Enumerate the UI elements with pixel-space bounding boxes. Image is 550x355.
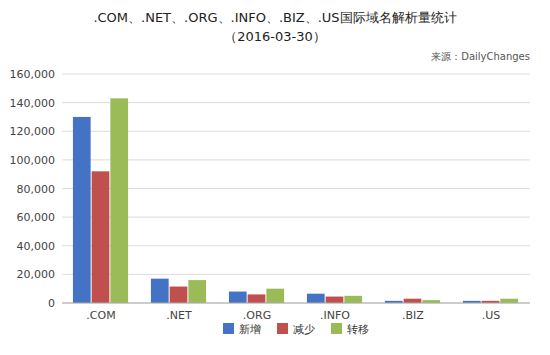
bar <box>344 296 362 303</box>
x-tick-label: .INFO <box>320 309 350 322</box>
y-tick-label: 140,000 <box>10 97 56 110</box>
bar <box>188 280 206 303</box>
x-tick-label: .ORG <box>243 309 271 322</box>
grid-line <box>62 245 530 246</box>
legend-swatch <box>223 323 234 334</box>
grid-line <box>62 102 530 103</box>
grid-line <box>62 131 530 132</box>
grid-line <box>62 159 530 160</box>
bar <box>500 299 518 303</box>
page: {"chart_data": {"type": "bar", "title": … <box>0 0 550 355</box>
x-tick-label: .NET <box>166 309 192 322</box>
bar <box>151 279 169 303</box>
grid-line <box>62 217 530 218</box>
legend-swatch <box>331 323 342 334</box>
source-note: 来源：DailyChanges <box>431 51 530 62</box>
legend: 新增 减少 转移 <box>223 323 369 336</box>
y-axis: 0 20,000 40,000 60,000 80,000 100,000 120,000 1… <box>10 68 531 310</box>
x-tick-label: .BIZ <box>402 309 424 322</box>
x-tick-label: .COM <box>86 309 115 322</box>
bars <box>73 98 518 303</box>
y-tick-label: 40,000 <box>17 240 56 253</box>
grid-line <box>62 274 530 275</box>
y-tick-label: 80,000 <box>17 183 56 196</box>
bar <box>307 294 325 303</box>
y-tick-label: 160,000 <box>10 68 56 81</box>
legend-label: 新增 <box>239 323 261 336</box>
title: .COM、.NET、.ORG、.INFO、.BIZ、.US国际域名解析量统计 <box>93 10 456 25</box>
bar <box>266 289 284 303</box>
legend-label: 减少 <box>293 323 315 336</box>
bar <box>170 287 188 303</box>
bar <box>404 299 422 303</box>
grid-line <box>62 188 530 189</box>
bar <box>248 294 266 303</box>
legend-label: 转移 <box>347 323 369 336</box>
bar <box>326 297 344 303</box>
grid-line <box>62 303 530 304</box>
subtitle: （2016-03-30） <box>224 29 326 44</box>
grid-line <box>62 74 530 75</box>
bar <box>92 171 110 303</box>
chart: .COM、.NET、.ORG、.INFO、.BIZ、.US国际域名解析量统计 （2… <box>0 0 550 355</box>
x-axis-line <box>62 303 530 304</box>
x-tick-label: .US <box>482 309 501 322</box>
bar <box>73 117 91 303</box>
y-tick-label: 60,000 <box>17 211 56 224</box>
bar <box>110 98 128 303</box>
bar <box>229 292 247 303</box>
y-tick-label: 0 <box>48 297 55 310</box>
y-tick-label: 120,000 <box>10 125 56 138</box>
y-tick-label: 20,000 <box>17 268 56 281</box>
y-tick-label: 100,000 <box>10 154 56 167</box>
legend-swatch <box>277 323 288 334</box>
